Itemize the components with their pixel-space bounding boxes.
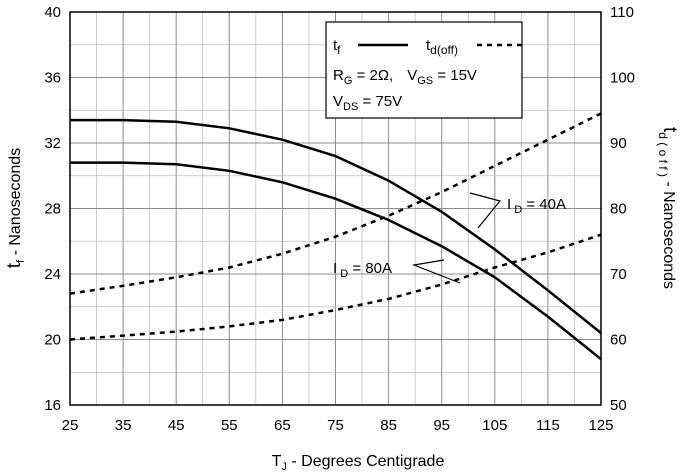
x-tick-label: 65 bbox=[274, 417, 291, 434]
series-line-2 bbox=[70, 161, 602, 361]
y-right-tick-label: 50 bbox=[610, 397, 627, 414]
legend-tf-sub: f bbox=[337, 43, 341, 57]
annotation-id-40a-main: I bbox=[507, 196, 511, 213]
legend-box bbox=[325, 21, 523, 119]
y-left-tick-label: 20 bbox=[44, 332, 61, 349]
y-right-axis-title-sub: d ( o f f ) bbox=[656, 132, 670, 177]
x-tick-label: 55 bbox=[221, 417, 238, 434]
series-line-4 bbox=[69, 233, 602, 341]
y-left-tick-label: 16 bbox=[44, 397, 61, 414]
y-left-axis-title-rest: - Nanoseconds bbox=[7, 148, 24, 260]
y-right-axis-title-main: t bbox=[659, 127, 680, 133]
y-left-tick-label: 32 bbox=[44, 135, 61, 152]
y-right-tick-label: 70 bbox=[610, 266, 627, 283]
legend-rg-main: R bbox=[333, 67, 344, 84]
y-left-axis-title-main: t bbox=[4, 262, 25, 268]
legend-vgs-value: = 15V bbox=[433, 67, 477, 84]
legend-tf-label: tf bbox=[333, 37, 341, 57]
y-right-tick-label: 80 bbox=[610, 201, 627, 218]
x-tick-label: 35 bbox=[115, 417, 132, 434]
legend-conditions-line2: RG = 2Ω, VGS = 15V bbox=[333, 67, 477, 87]
legend-vds-sub: DS bbox=[343, 101, 358, 113]
annotation-id-40a: I D = 40A bbox=[507, 196, 566, 216]
y-right-tick-label: 110 bbox=[610, 4, 634, 21]
y-right-tick-label: 60 bbox=[610, 332, 627, 349]
y-right-axis-title-rest: - Nanoseconds bbox=[660, 177, 677, 289]
y-left-tick-label: 28 bbox=[44, 201, 61, 218]
annotation-id-80a: I D = 80A bbox=[333, 260, 392, 280]
annotations: I D = 40A I D = 80A bbox=[333, 192, 566, 284]
legend-vgs-sub: GS bbox=[417, 75, 433, 87]
legend-td-sub: d(off) bbox=[430, 43, 458, 57]
y-left-axis-title: tf - Nanoseconds bbox=[4, 148, 27, 268]
annotation-leader-40a bbox=[469, 192, 502, 229]
legend-conditions-line3: VDS = 75V bbox=[333, 93, 402, 113]
plot-border bbox=[69, 11, 602, 406]
x-axis-title-main: T bbox=[272, 453, 282, 470]
legend-td-label: td(off) bbox=[426, 37, 458, 57]
y-right-tick-label: 100 bbox=[610, 70, 635, 87]
legend-rg-sub: G bbox=[344, 75, 353, 87]
y-left-tick-label: 36 bbox=[44, 70, 61, 87]
legend: tf td(off) RG = 2Ω, VGS = 15V VDS = 75V bbox=[325, 21, 523, 119]
annotation-id-80a-value: = 80A bbox=[348, 260, 392, 277]
legend-td-main: t bbox=[426, 37, 431, 54]
legend-vds-value: = 75V bbox=[358, 93, 402, 110]
y-right-axis-title: td ( o f f ) - Nanoseconds bbox=[656, 127, 680, 289]
x-axis-title-rest: - Degrees Centigrade bbox=[287, 453, 445, 470]
x-axis-title-sub: J bbox=[281, 461, 287, 473]
legend-vds-main: V bbox=[333, 93, 343, 110]
plot-frame bbox=[69, 11, 602, 406]
x-tick-label: 125 bbox=[588, 417, 613, 434]
x-tick-label: 25 bbox=[62, 417, 79, 434]
x-tick-label: 95 bbox=[433, 417, 450, 434]
legend-vgs-main: V bbox=[407, 67, 417, 84]
y-left-tick-label: 24 bbox=[44, 266, 61, 283]
x-tick-label: 115 bbox=[536, 417, 560, 434]
x-tick-label: 85 bbox=[380, 417, 397, 434]
annotation-id-40a-value: = 40A bbox=[522, 196, 566, 213]
x-tick-label: 45 bbox=[168, 417, 185, 434]
tick-labels: 25 35 45 55 65 75 85 95 105 115 125 16 20 24 28 32 36 40 5… bbox=[44, 4, 635, 434]
legend-rg-value: = 2Ω, bbox=[352, 67, 393, 84]
series-group bbox=[69, 112, 602, 361]
y-left-tick-label: 40 bbox=[44, 4, 61, 21]
y-left-axis-title-sub: f bbox=[15, 259, 27, 263]
annotation-id-80a-main: I bbox=[333, 260, 337, 277]
y-right-tick-label: 90 bbox=[610, 135, 627, 152]
annotation-id-80a-sub: D bbox=[337, 268, 348, 280]
series-line-3 bbox=[69, 112, 602, 295]
legend-tf-main: t bbox=[333, 37, 338, 54]
x-axis-title: TJ - Degrees Centigrade bbox=[272, 453, 445, 473]
annotation-id-40a-sub: D bbox=[511, 204, 522, 216]
x-tick-label: 75 bbox=[327, 417, 344, 434]
annotation-leader-80a bbox=[411, 259, 461, 284]
x-tick-label: 105 bbox=[482, 417, 507, 434]
